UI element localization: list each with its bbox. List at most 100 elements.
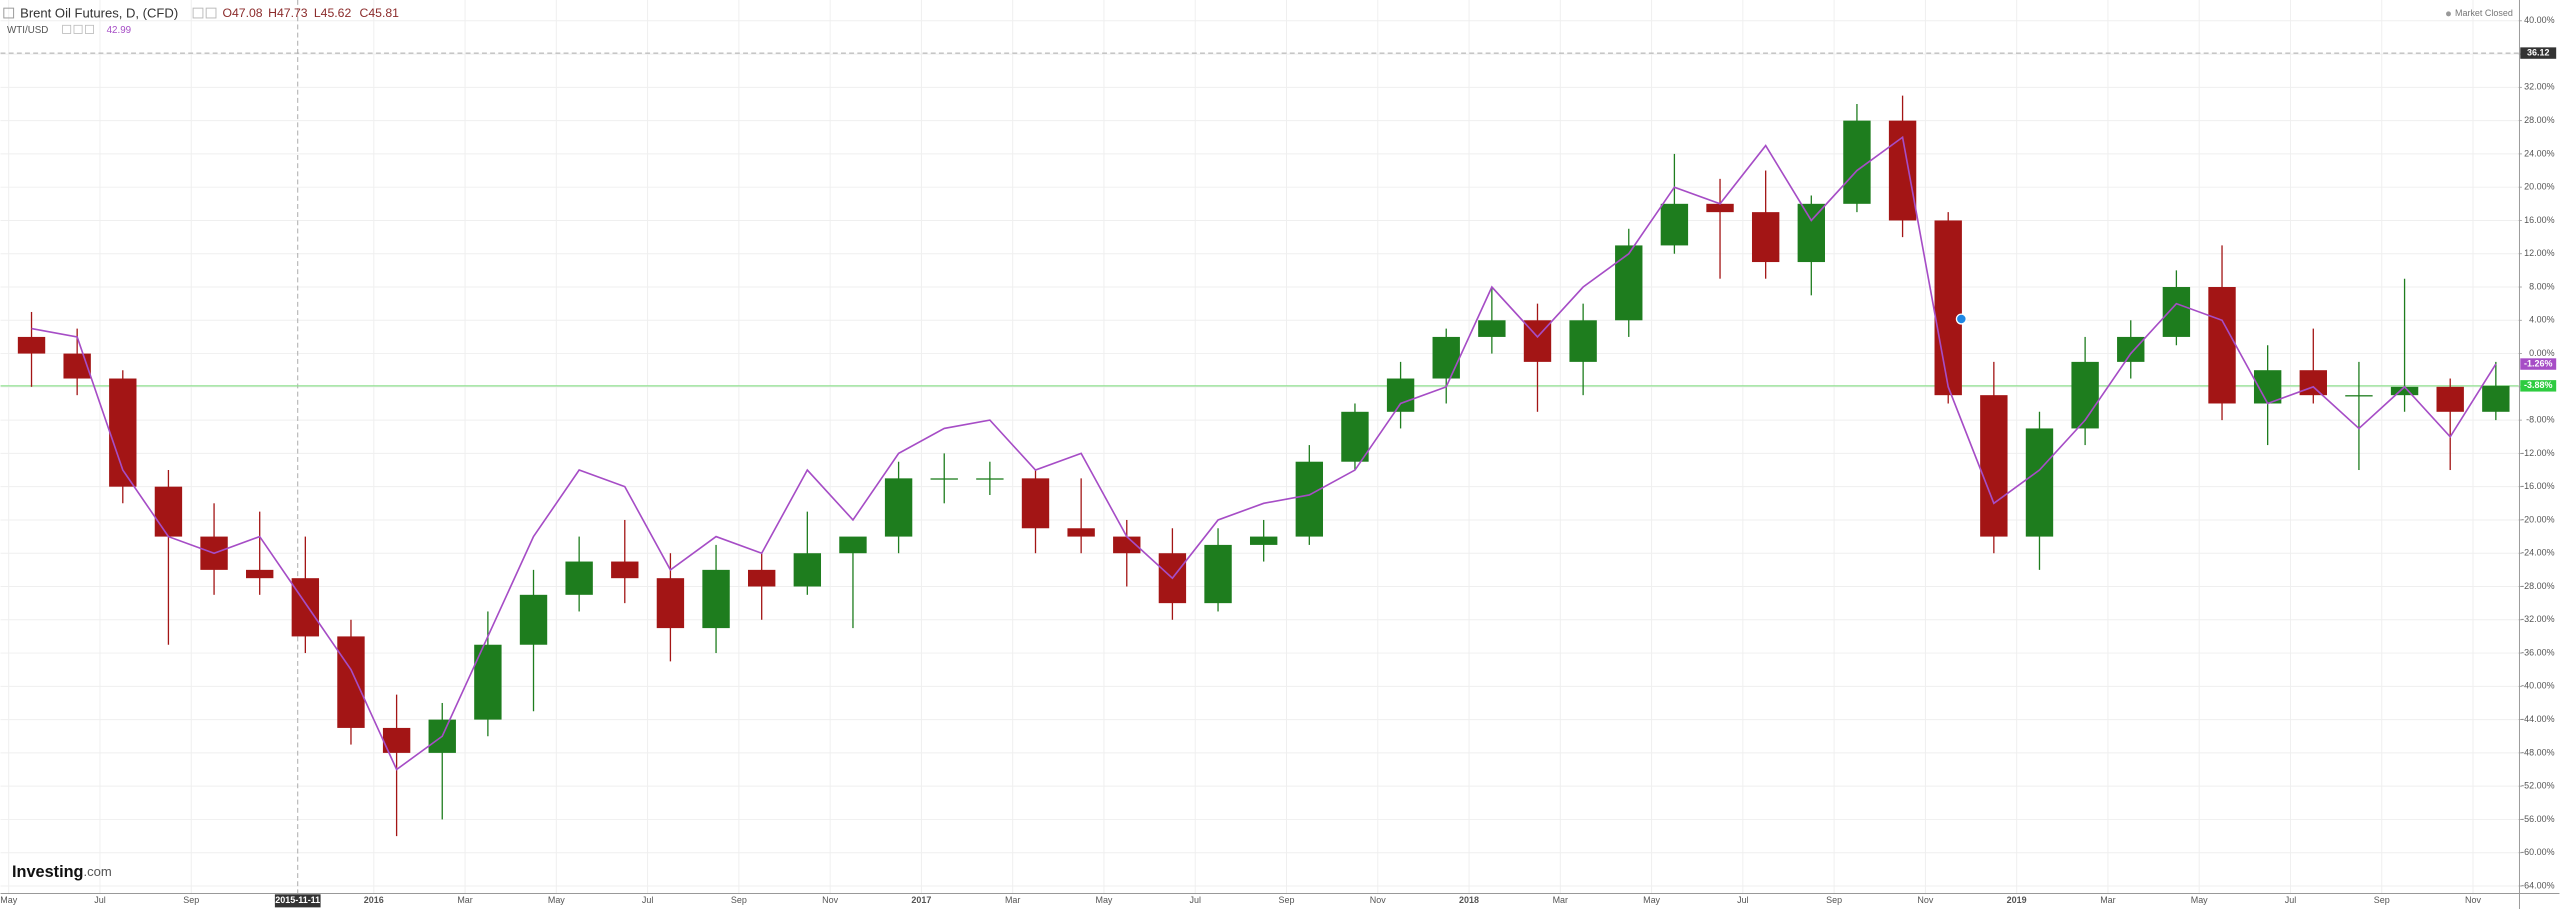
x-tick-label: May xyxy=(1643,895,1660,905)
y-tick-label: 20.00% xyxy=(2524,182,2554,192)
x-tick-label: Jul xyxy=(642,895,653,905)
candle-body xyxy=(2208,287,2236,404)
x-tick-label: 2017 xyxy=(911,895,931,905)
collapse-icon[interactable] xyxy=(3,7,15,19)
x-tick-label: Sep xyxy=(183,895,199,905)
quote-low: L45.62 xyxy=(314,6,352,20)
y-tick-label: 12.00% xyxy=(2524,248,2554,258)
compare-icon[interactable] xyxy=(73,24,83,34)
x-tick-label: Nov xyxy=(822,895,838,905)
y-tick-label: -24.00% xyxy=(2521,548,2554,558)
y-tick-label: -64.00% xyxy=(2521,880,2554,890)
y-tick-label: -28.00% xyxy=(2521,581,2554,591)
candle-body xyxy=(1067,528,1095,537)
candle-body xyxy=(1432,336,1460,379)
logo: Investing.com xyxy=(12,863,112,881)
compare-quote: 42.99 xyxy=(107,25,131,36)
y-tick-label: -32.00% xyxy=(2521,614,2554,624)
candle-body xyxy=(1843,120,1871,204)
y-tick-label: 40.00% xyxy=(2524,15,2554,25)
candle-body xyxy=(2117,336,2145,362)
y-tick-label: 0.00% xyxy=(2529,348,2554,358)
y-tick-label: -16.00% xyxy=(2521,481,2554,491)
market-status: Market Closed xyxy=(2455,8,2513,18)
logo-suffix: .com xyxy=(84,865,112,880)
x-tick-label: Mar xyxy=(1005,895,1020,905)
candle-body xyxy=(1569,320,1597,362)
candle-body xyxy=(17,336,46,354)
x-tick-label: Sep xyxy=(1279,895,1295,905)
y-tick-label: 16.00% xyxy=(2524,215,2554,225)
candle-body xyxy=(702,569,730,629)
x-tick-label: Jul xyxy=(94,895,105,905)
y-tick-label: 32.00% xyxy=(2524,82,2554,92)
x-tick-label: May xyxy=(0,895,17,905)
y-tick-label: -60.00% xyxy=(2521,847,2554,857)
compare-symbol[interactable]: WTI/USD xyxy=(7,25,48,36)
x-tick-label: 2016 xyxy=(364,895,384,905)
x-tick-label: Sep xyxy=(731,895,747,905)
candle-body xyxy=(1706,203,1734,213)
settings-icon[interactable] xyxy=(192,7,204,19)
compare-icon[interactable] xyxy=(62,24,72,34)
y-tick-label: 28.00% xyxy=(2524,115,2554,125)
y-tick-label: -12.00% xyxy=(2521,448,2554,458)
y-tick-label: -8.00% xyxy=(2526,414,2554,424)
x-tick-label: Nov xyxy=(1917,895,1933,905)
crosshair-x-box xyxy=(274,894,321,908)
candle-body xyxy=(519,594,548,645)
crosshair-x-label: 2015-11-11 xyxy=(275,895,320,905)
candle-body xyxy=(2345,395,2373,397)
candle-body xyxy=(1660,203,1689,246)
candle-body xyxy=(1615,245,1643,321)
y-tick-label: -40.00% xyxy=(2521,681,2554,691)
candle-body xyxy=(1934,220,1962,396)
settings-icon[interactable] xyxy=(205,7,217,19)
y-tick-label: -52.00% xyxy=(2521,781,2554,791)
compare-icon[interactable] xyxy=(84,24,94,34)
status-dot xyxy=(2446,11,2451,17)
event-marker[interactable] xyxy=(1955,313,1967,325)
candle-body xyxy=(2299,370,2327,396)
candle-body xyxy=(1980,395,2008,537)
x-tick-label: Mar xyxy=(457,895,472,905)
candle-body xyxy=(1249,536,1278,545)
y-tick-label: -48.00% xyxy=(2521,747,2554,757)
candle-body xyxy=(2436,386,2464,412)
candle-body xyxy=(1386,378,1415,412)
candle-body xyxy=(747,569,776,587)
candle-body xyxy=(337,636,365,728)
x-tick-label: Mar xyxy=(1553,895,1568,905)
x-tick-label: Jul xyxy=(1737,895,1748,905)
x-tick-label: Jul xyxy=(2285,895,2296,905)
y-tick-label: -44.00% xyxy=(2521,714,2554,724)
x-tick-label: 2018 xyxy=(1459,895,1479,905)
logo-main: Investing xyxy=(12,863,84,881)
last-value-box xyxy=(2520,380,2557,392)
x-tick-label: May xyxy=(548,895,565,905)
quote-high: H47.73 xyxy=(268,6,308,20)
candle-body xyxy=(1751,212,1780,263)
y-tick-label: -56.00% xyxy=(2521,814,2554,824)
candle-body xyxy=(1478,320,1506,337)
candle-body xyxy=(154,486,183,537)
candle-body xyxy=(2390,386,2419,396)
candle-body xyxy=(839,536,867,554)
candle-body xyxy=(1021,478,1050,529)
last-value-box xyxy=(2520,358,2557,370)
quote-open: O47.08 xyxy=(222,6,262,20)
candle-body xyxy=(884,478,913,537)
x-tick-label: May xyxy=(1095,895,1112,905)
candle-body xyxy=(793,553,822,587)
candle-body xyxy=(1204,544,1232,604)
y-tick-label: -36.00% xyxy=(2521,647,2554,657)
y-tick-label: 4.00% xyxy=(2529,315,2554,325)
last-value-label: -1.26% xyxy=(2524,358,2552,368)
candle-body xyxy=(2162,287,2191,337)
candle-body xyxy=(1888,120,1917,221)
x-tick-label: Jul xyxy=(1189,895,1200,905)
candle-body xyxy=(291,578,320,637)
